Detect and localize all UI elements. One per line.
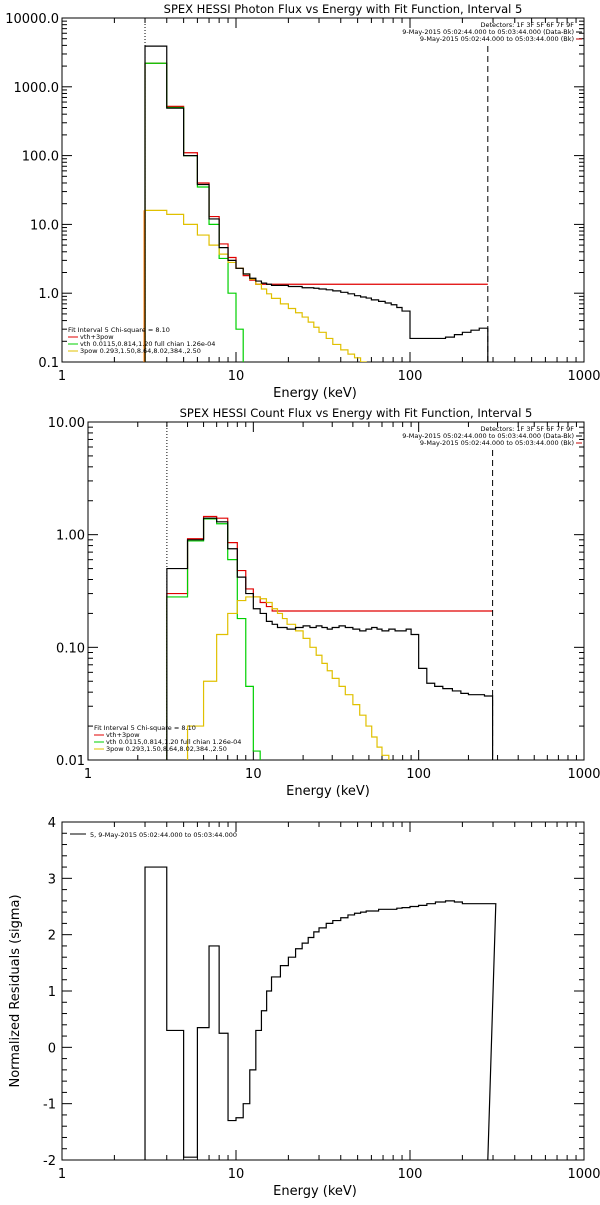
x-tick-label: 1000: [567, 767, 600, 782]
y-tick-label: 4: [48, 816, 56, 831]
x-tick-label: 1: [58, 369, 66, 384]
series-line-2: [144, 209, 367, 362]
x-tick-label: 100: [406, 767, 431, 782]
y-tick-label: 2: [48, 929, 56, 944]
x-tick-label: 1000: [567, 1167, 600, 1182]
y-tick-label: -2: [43, 1154, 56, 1169]
x-tick-label: 10: [228, 1167, 245, 1182]
plot-frame: [87, 421, 585, 761]
chart-title: SPEX HESSI Photon Flux vs Energy with Fi…: [164, 2, 523, 16]
fit-annotation-line: 3pow 0.293,1.50,8.64,8.02,384.,2.50: [80, 347, 201, 355]
y-tick-label: 0.01: [56, 754, 85, 769]
y-tick-label: 100.0: [22, 150, 59, 165]
y-tick-label: 1.00: [56, 529, 85, 544]
series-line-1: [144, 62, 244, 362]
series-line-0: [144, 62, 488, 362]
fit-annotation-line: Fit Interval 5 Chi-square = 8.10: [94, 724, 196, 732]
fit-annotation-line: vth+3pow: [106, 731, 140, 739]
x-tick-label: 10: [228, 369, 245, 384]
series-line-0: [144, 866, 497, 1160]
fit-annotation-line: vth 0.0115,0.814,1.20 full chian 1.26e-0…: [106, 738, 241, 746]
x-tick-label: 100: [398, 369, 423, 384]
annotation-top-line: 9-May-2015 05:02:44.000 to 05:03:44.000 …: [402, 28, 574, 36]
y-tick-label: 0.10: [56, 641, 85, 656]
residuals-panel: 1 10 100 1000 Energy (keV) -2 -1 0 1 2 3 4 Normalize…: [8, 816, 600, 1199]
series-line-3: [166, 517, 494, 760]
y-tick-label: 0: [48, 1041, 56, 1056]
annotation-top-line: Detectors: 1F 3F 5F 6F 7F 9F: [480, 21, 574, 29]
annotation-top-line: 9-May-2015 05:02:44.000 to 05:03:44.000 …: [420, 35, 574, 43]
y-tick-label: 10.00: [48, 416, 85, 431]
y-tick-label: 0.1: [38, 356, 59, 371]
x-axis-label: Energy (keV): [273, 1184, 357, 1199]
y-tick-label: 1000.0: [14, 81, 60, 96]
series-line-3: [144, 45, 489, 362]
annotation-top-line: 9-May-2015 05:02:44.000 to 05:03:44.000 …: [402, 432, 574, 440]
fit-annotation-line: vth 0.0115,0.814,1.20 full chian 1.26e-0…: [80, 340, 215, 348]
series-group: [144, 866, 497, 1160]
plot-frame: [61, 821, 585, 1161]
y-tick-label: -1: [43, 1098, 56, 1113]
x-tick-label: 10: [245, 767, 262, 782]
x-axis-label: Energy (keV): [273, 386, 357, 401]
series-group: [144, 45, 489, 362]
y-tick-label: 3: [48, 872, 56, 887]
y-axis-label: Normalized Residuals (sigma): [8, 894, 23, 1087]
y-tick-label: 10.0: [30, 218, 59, 233]
series-line-2: [166, 596, 390, 760]
fit-annotation-line: Fit Interval 5 Chi-square = 8.10: [68, 326, 170, 334]
x-tick-label: 100: [398, 1167, 423, 1182]
annotation-top-line: Detectors: 1F 3F 5F 6F 7F 9F: [480, 425, 574, 433]
photon-flux-panel: SPEX HESSI Photon Flux vs Energy with Fi…: [5, 2, 600, 401]
chart-title: SPEX HESSI Count Flux vs Energy with Fit…: [180, 406, 533, 420]
y-tick-label: 10000.0: [5, 12, 59, 27]
count-flux-panel: SPEX HESSI Count Flux vs Energy with Fit…: [48, 406, 600, 799]
annotation-top-line: 9-May-2015 05:02:44.000 to 05:03:44.000 …: [420, 439, 574, 447]
x-tick-label: 1000: [567, 369, 600, 384]
x-axis-label: Energy (keV): [286, 784, 370, 799]
series-line-0: [166, 515, 493, 760]
y-tick-label: 1.0: [38, 287, 59, 302]
x-tick-label: 1: [58, 1167, 66, 1182]
legend-text: 5, 9-May-2015 05:02:44.000 to 05:03:44.0…: [90, 831, 237, 839]
y-tick-label: 1: [48, 985, 56, 1000]
plot-frame: [61, 17, 585, 363]
x-tick-label: 1: [84, 767, 92, 782]
fit-annotation-line: 3pow 0.293,1.50,8.64,8.02,384.,2.50: [106, 745, 227, 753]
series-group: [166, 515, 494, 760]
fit-annotation-line: vth+3pow: [80, 333, 114, 341]
